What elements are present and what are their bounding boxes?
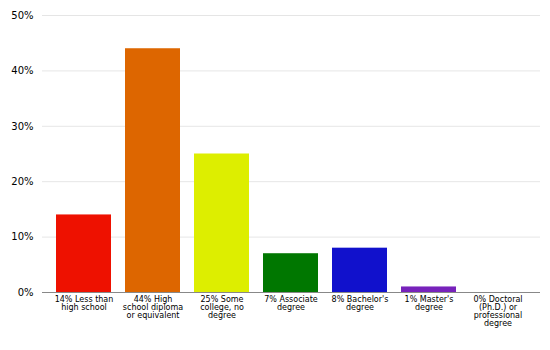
svg-text:7% Associatedegree: 7% Associatedegree	[264, 295, 318, 312]
svg-text:1% Master'sdegree: 1% Master'sdegree	[405, 295, 454, 312]
svg-text:20%: 20%	[11, 176, 33, 187]
svg-text:0% Doctoral(Ph.D.) orprofessio: 0% Doctoral(Ph.D.) orprofessionaldegree	[473, 295, 522, 328]
svg-text:50%: 50%	[11, 10, 33, 21]
svg-text:14% Less thanhigh school: 14% Less thanhigh school	[55, 295, 114, 312]
svg-text:25% Somecollege, nodegree: 25% Somecollege, nodegree	[200, 295, 244, 320]
svg-text:0%: 0%	[18, 287, 34, 298]
svg-text:30%: 30%	[11, 121, 33, 132]
svg-text:40%: 40%	[11, 65, 33, 76]
svg-text:10%: 10%	[11, 231, 33, 242]
svg-text:44% Highschool diplomaor equiv: 44% Highschool diplomaor equivalent	[123, 295, 183, 320]
svg-text:8% Bachelor'sdegree: 8% Bachelor'sdegree	[332, 295, 389, 312]
